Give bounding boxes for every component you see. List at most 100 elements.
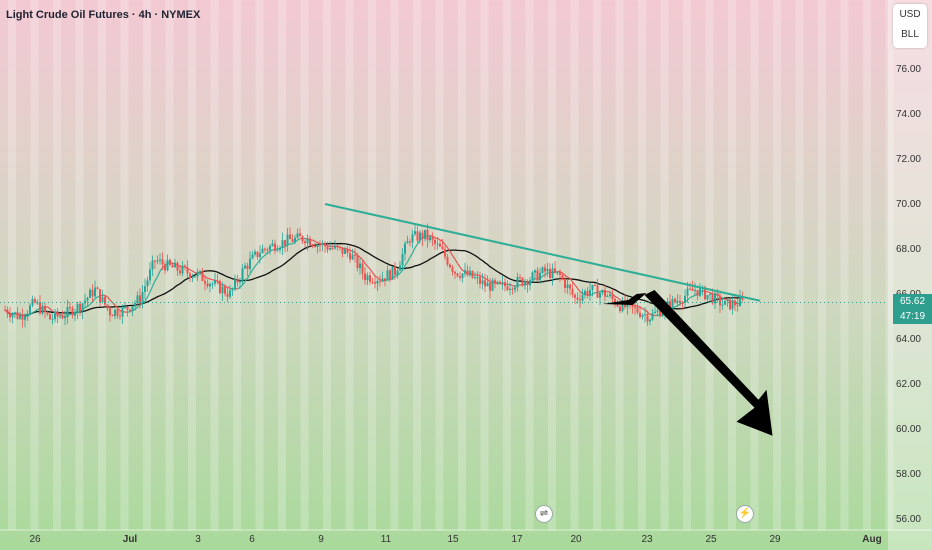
- candle-body: [451, 267, 454, 272]
- fast-moving-average-segment: [647, 311, 651, 315]
- fast-moving-average-segment: [139, 303, 143, 306]
- fast-moving-average-segment: [107, 296, 111, 301]
- fast-moving-average-segment: [204, 276, 208, 279]
- candle-body: [464, 270, 466, 274]
- candle-body: [436, 243, 439, 245]
- unit-label[interactable]: BLL: [901, 29, 919, 40]
- candle-body: [191, 276, 194, 279]
- candle-body: [34, 299, 36, 303]
- price-axis-label: 56.00: [896, 514, 921, 525]
- candle-body: [646, 314, 649, 322]
- fast-moving-average-segment: [252, 266, 256, 271]
- fast-moving-average-segment: [394, 274, 398, 278]
- symbol-title[interactable]: Light Crude Oil Futures · 4h · NYMEX: [6, 9, 201, 21]
- session-band: [503, 0, 511, 530]
- candle-body: [726, 299, 729, 301]
- candle-body: [304, 241, 306, 244]
- fast-moving-average-segment: [487, 279, 491, 283]
- candle-body: [291, 239, 294, 242]
- candle-body: [206, 283, 209, 287]
- price-axis-label: 70.00: [896, 199, 921, 210]
- candle-body: [151, 260, 154, 270]
- fast-moving-average-segment: [442, 240, 446, 245]
- price-axis-label: 64.00: [896, 334, 921, 345]
- fast-moving-average-segment: [117, 308, 121, 311]
- fast-moving-average-segment: [567, 276, 571, 280]
- candle-body: [554, 268, 556, 273]
- candle-body: [261, 248, 264, 254]
- candle-body: [99, 289, 101, 303]
- time-axis-label: 29: [769, 534, 781, 545]
- currency-label[interactable]: USD: [899, 9, 921, 20]
- candle-body: [326, 246, 329, 250]
- candle-body: [189, 273, 191, 279]
- drawings[interactable]: [0, 203, 888, 436]
- candle-body: [741, 297, 744, 300]
- candle-body: [611, 294, 614, 300]
- candle-body: [209, 283, 211, 287]
- fast-moving-average-segment: [22, 314, 26, 317]
- candle-body: [39, 302, 41, 314]
- fast-moving-average-segment: [446, 247, 451, 252]
- candle-body: [276, 249, 279, 251]
- candle-body: [316, 244, 319, 248]
- candle-body: [656, 310, 659, 312]
- session-band: [98, 0, 106, 530]
- price-scale-bg: [888, 0, 932, 550]
- fast-moving-average-segment: [439, 239, 443, 242]
- candle-body: [644, 314, 646, 316]
- candle-body: [306, 238, 309, 244]
- fast-moving-average-segment: [77, 311, 81, 313]
- candle-body: [491, 280, 494, 291]
- fast-moving-average-segment: [297, 238, 301, 241]
- candle-body: [296, 233, 299, 238]
- price-axis-label: 74.00: [896, 109, 921, 120]
- session-band: [165, 0, 174, 530]
- candle-body: [449, 264, 451, 268]
- candle-body: [651, 313, 654, 320]
- candle-body: [271, 243, 274, 246]
- candle-body: [229, 290, 231, 297]
- fast-moving-average-segment: [34, 308, 38, 312]
- fast-moving-average-segment: [149, 286, 154, 293]
- candle-body: [374, 282, 376, 284]
- resistance-trendline: [324, 203, 761, 302]
- fast-moving-average-segment: [249, 269, 254, 275]
- fast-moving-average-segment: [314, 240, 318, 244]
- candle-body: [104, 296, 106, 305]
- projection-arrow: [644, 290, 773, 436]
- candle-body: [216, 280, 219, 282]
- candle-body: [711, 293, 714, 304]
- session-band: [570, 0, 579, 530]
- candle-body: [544, 267, 546, 272]
- fast-moving-average-segment: [209, 278, 213, 281]
- fast-moving-average-segment: [146, 291, 151, 298]
- time-axis[interactable]: 26 Jul 3 6 9 11 15 17 20 23 25 29 Aug: [29, 534, 881, 545]
- candle-body: [721, 304, 724, 306]
- session-band: [638, 0, 646, 530]
- arrows-event-icon[interactable]: ⇌: [535, 505, 553, 523]
- fast-moving-average-segment: [707, 291, 711, 294]
- candle-body: [454, 271, 456, 274]
- candle-body: [446, 256, 449, 265]
- fast-moving-average-segment: [134, 306, 138, 311]
- session-band: [458, 0, 466, 530]
- fast-moving-average-segment: [607, 291, 611, 293]
- candle-body: [284, 240, 286, 246]
- unit-selector[interactable]: USD BLL: [893, 4, 927, 48]
- lightning-event-icon[interactable]: ⚡: [736, 505, 754, 523]
- fast-moving-average-segment: [452, 255, 456, 260]
- candle-body: [671, 298, 674, 310]
- candle-body: [336, 245, 339, 247]
- candle-body: [639, 312, 641, 317]
- fast-moving-average-segment: [369, 268, 373, 273]
- candle-body: [79, 303, 81, 312]
- candle-body: [159, 259, 161, 261]
- candle-body: [314, 245, 316, 248]
- session-band: [8, 0, 16, 530]
- fast-moving-average-segment: [477, 274, 481, 277]
- candle-body: [321, 243, 324, 245]
- candle-body: [534, 270, 536, 273]
